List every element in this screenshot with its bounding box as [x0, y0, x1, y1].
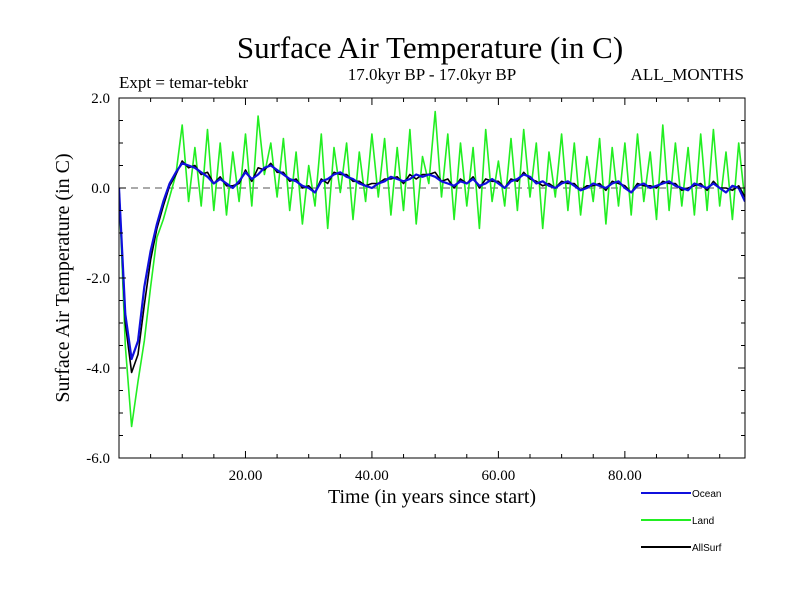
legend-label-allsurf: AllSurf: [692, 543, 722, 554]
y-tick-label: 0.0: [91, 181, 110, 197]
x-tick-label: 40.00: [355, 468, 389, 484]
y-tick-label: 2.0: [91, 91, 110, 107]
chart-title: Surface Air Temperature (in C): [237, 30, 623, 65]
chart-subtitle-center: 17.0kyr BP - 17.0kyr BP: [348, 65, 516, 84]
chart-subtitle-right: ALL_MONTHS: [631, 65, 744, 84]
x-tick-label: 60.00: [482, 468, 516, 484]
series-line-land: [119, 110, 745, 428]
legend-label-ocean: Ocean: [692, 489, 721, 500]
y-axis-label: Surface Air Temperature (in C): [52, 153, 74, 402]
legend-label-land: Land: [692, 516, 714, 527]
y-tick-label: -6.0: [86, 451, 110, 467]
x-tick-label: 20.00: [229, 468, 263, 484]
series-line-ocean: [119, 162, 745, 361]
legend: Ocean Land AllSurf: [641, 489, 722, 554]
y-tick-label: -2.0: [86, 271, 110, 287]
chart-subtitle-left: Expt = temar-tebkr: [119, 73, 248, 92]
x-axis-label: Time (in years since start): [328, 486, 536, 508]
x-tick-label: 80.00: [608, 468, 642, 484]
y-tick-label: -4.0: [86, 361, 110, 377]
